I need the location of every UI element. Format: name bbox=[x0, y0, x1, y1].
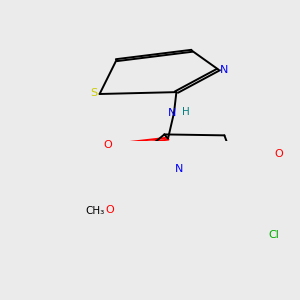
Text: O: O bbox=[105, 205, 114, 215]
Text: Cl: Cl bbox=[268, 230, 279, 240]
Text: H: H bbox=[182, 107, 189, 117]
Text: CH₃: CH₃ bbox=[86, 206, 105, 216]
Text: O: O bbox=[274, 149, 284, 159]
Text: N: N bbox=[175, 164, 184, 174]
Text: N: N bbox=[168, 108, 177, 118]
Text: O: O bbox=[103, 140, 112, 150]
Text: N: N bbox=[220, 64, 228, 75]
Text: S: S bbox=[91, 88, 98, 98]
